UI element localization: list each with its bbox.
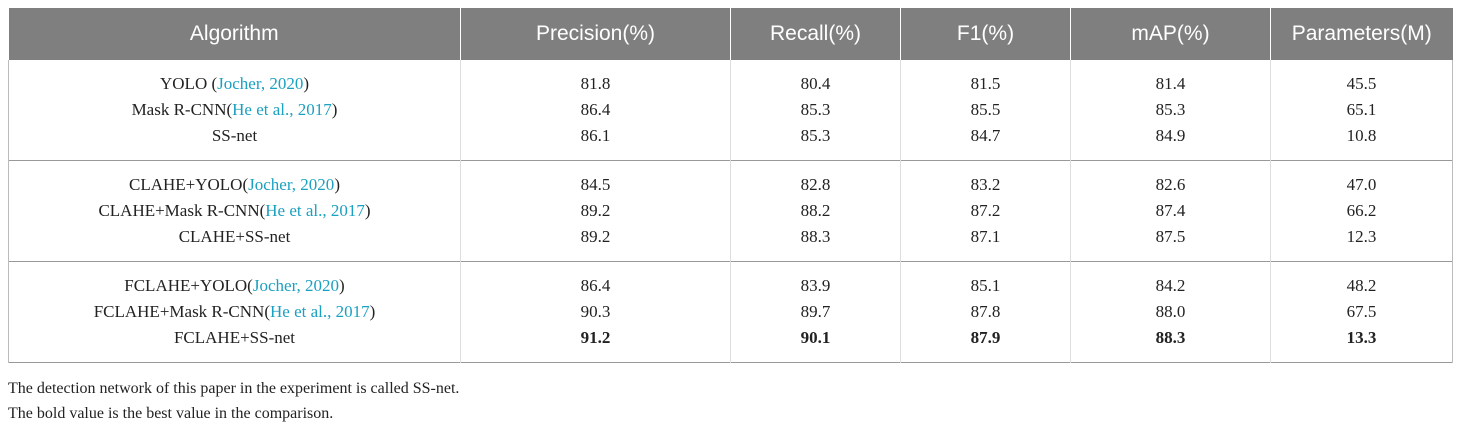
algorithm-name: FCLAHE+YOLO( <box>124 276 253 295</box>
value-cell: 86.1 <box>460 123 731 161</box>
value-cell: 85.3 <box>1070 97 1271 123</box>
value-cell: 84.9 <box>1070 123 1271 161</box>
algorithm-name: ) <box>369 302 376 321</box>
row-group: YOLO (Jocher, 2020) 81.8 80.4 81.5 81.4 45.5 M… <box>8 60 1453 161</box>
value-cell: 87.9 <box>900 325 1071 363</box>
algorithm-name: ) <box>303 74 309 93</box>
header-cell: F1(%) <box>900 8 1071 60</box>
header-cell: Recall(%) <box>730 8 901 60</box>
value-cell: 48.2 <box>1270 261 1453 299</box>
algorithm-name: ) <box>364 201 371 220</box>
footnote: The bold value is the best value in the … <box>8 405 334 422</box>
value-cell: 89.7 <box>730 299 901 325</box>
table-row: CLAHE+SS-net 89.2 88.3 87.1 87.5 12.3 <box>8 224 1453 262</box>
algorithm-name: SS-net <box>211 126 258 145</box>
value-cell: 87.4 <box>1070 198 1271 224</box>
algorithm-cell: CLAHE+SS-net <box>8 224 461 262</box>
algorithm-name: ) <box>331 100 338 119</box>
value-cell: 85.3 <box>730 123 901 161</box>
value-cell: 87.8 <box>900 299 1071 325</box>
algorithm-name: Mask R-CNN( <box>131 100 233 119</box>
algorithm-cell: FCLAHE+Mask R-CNN(He et al., 2017) <box>8 299 461 325</box>
value-cell: 89.2 <box>460 224 731 262</box>
algorithm-cell: CLAHE+YOLO(Jocher, 2020) <box>8 160 461 198</box>
value-cell: 84.5 <box>460 160 731 198</box>
value-cell: 90.1 <box>730 325 901 363</box>
algorithm-name: FCLAHE+Mask R-CNN( <box>93 302 270 321</box>
value-cell: 12.3 <box>1270 224 1453 262</box>
value-cell: 84.7 <box>900 123 1071 161</box>
table-row: YOLO (Jocher, 2020) 81.8 80.4 81.5 81.4 45.5 <box>8 60 1453 97</box>
value-cell: 88.2 <box>730 198 901 224</box>
citation: He et al., 2017 <box>232 100 332 119</box>
table-row: FCLAHE+YOLO(Jocher, 2020) 86.4 83.9 85.1 84.… <box>8 261 1453 299</box>
row-group: CLAHE+YOLO(Jocher, 2020) 84.5 82.8 83.2 82.6… <box>8 160 1453 262</box>
algorithm-cell: YOLO (Jocher, 2020) <box>8 60 461 97</box>
value-cell: 83.2 <box>900 160 1071 198</box>
header-cell: Algorithm <box>8 8 461 60</box>
algorithm-name: CLAHE+YOLO( <box>129 175 249 194</box>
value-cell: 10.8 <box>1270 123 1453 161</box>
value-cell: 67.5 <box>1270 299 1453 325</box>
algorithm-name: YOLO ( <box>160 74 218 93</box>
value-cell: 86.4 <box>460 261 731 299</box>
value-cell: 87.5 <box>1070 224 1271 262</box>
value-cell: 82.6 <box>1070 160 1271 198</box>
algorithm-name: ) <box>334 175 340 194</box>
value-cell: 13.3 <box>1270 325 1453 363</box>
header-row: Algorithm Precision(%) Recall(%) F1(%) mAP(%… <box>8 8 1453 60</box>
value-cell: 81.5 <box>900 60 1071 97</box>
value-cell: 85.3 <box>730 97 901 123</box>
algorithm-cell: FCLAHE+SS-net <box>8 325 461 363</box>
table-row: CLAHE+Mask R-CNN(He et al., 2017) 89.2 88.… <box>8 198 1453 224</box>
value-cell: 88.0 <box>1070 299 1271 325</box>
table-row: SS-net 86.1 85.3 84.7 84.9 10.8 <box>8 123 1453 161</box>
header-cell: mAP(%) <box>1070 8 1271 60</box>
value-cell: 81.8 <box>460 60 731 97</box>
value-cell: 81.4 <box>1070 60 1271 97</box>
row-group: FCLAHE+YOLO(Jocher, 2020) 86.4 83.9 85.1 84.… <box>8 261 1453 363</box>
algorithm-cell: Mask R-CNN(He et al., 2017) <box>8 97 461 123</box>
value-cell: 87.2 <box>900 198 1071 224</box>
citation: Jocher, 2020 <box>252 276 340 295</box>
value-cell: 88.3 <box>730 224 901 262</box>
value-cell: 84.2 <box>1070 261 1271 299</box>
value-cell: 90.3 <box>460 299 731 325</box>
table-row: FCLAHE+SS-net 91.2 90.1 87.9 88.3 13.3 <box>8 325 1453 363</box>
value-cell: 65.1 <box>1270 97 1453 123</box>
value-cell: 47.0 <box>1270 160 1453 198</box>
algorithm-cell: CLAHE+Mask R-CNN(He et al., 2017) <box>8 198 461 224</box>
algorithm-name: CLAHE+SS-net <box>178 227 291 246</box>
table-wrap: Algorithm Precision(%) Recall(%) F1(%) mAP(%… <box>8 8 1453 363</box>
value-cell: 86.4 <box>460 97 731 123</box>
value-cell: 85.5 <box>900 97 1071 123</box>
citation: He et al., 2017 <box>265 201 365 220</box>
citation: Jocher, 2020 <box>248 175 335 194</box>
value-cell: 89.2 <box>460 198 731 224</box>
citation: Jocher, 2020 <box>217 74 304 93</box>
footnote: The detection network of this paper in t… <box>8 380 460 397</box>
table-row: Mask R-CNN(He et al., 2017) 86.4 85.3 85.5 8… <box>8 97 1453 123</box>
value-cell: 83.9 <box>730 261 901 299</box>
value-cell: 80.4 <box>730 60 901 97</box>
algorithm-name: FCLAHE+SS-net <box>173 328 296 347</box>
value-cell: 88.3 <box>1070 325 1271 363</box>
value-cell: 82.8 <box>730 160 901 198</box>
value-cell: 45.5 <box>1270 60 1453 97</box>
value-cell: 87.1 <box>900 224 1071 262</box>
table-row: CLAHE+YOLO(Jocher, 2020) 84.5 82.8 83.2 82.6… <box>8 160 1453 198</box>
citation: He et al., 2017 <box>270 302 370 321</box>
header-cell: Precision(%) <box>460 8 731 60</box>
value-cell: 91.2 <box>460 325 731 363</box>
value-cell: 66.2 <box>1270 198 1453 224</box>
table-row: FCLAHE+Mask R-CNN(He et al., 2017) 90.3 89… <box>8 299 1453 325</box>
algorithm-name: CLAHE+Mask R-CNN( <box>98 201 266 220</box>
results-table: Algorithm Precision(%) Recall(%) F1(%) mAP(%… <box>8 8 1453 363</box>
header-cell: Parameters(M) <box>1270 8 1453 60</box>
algorithm-cell: FCLAHE+YOLO(Jocher, 2020) <box>8 261 461 299</box>
algorithm-name: ) <box>339 276 345 295</box>
value-cell: 85.1 <box>900 261 1071 299</box>
algorithm-cell: SS-net <box>8 123 461 161</box>
